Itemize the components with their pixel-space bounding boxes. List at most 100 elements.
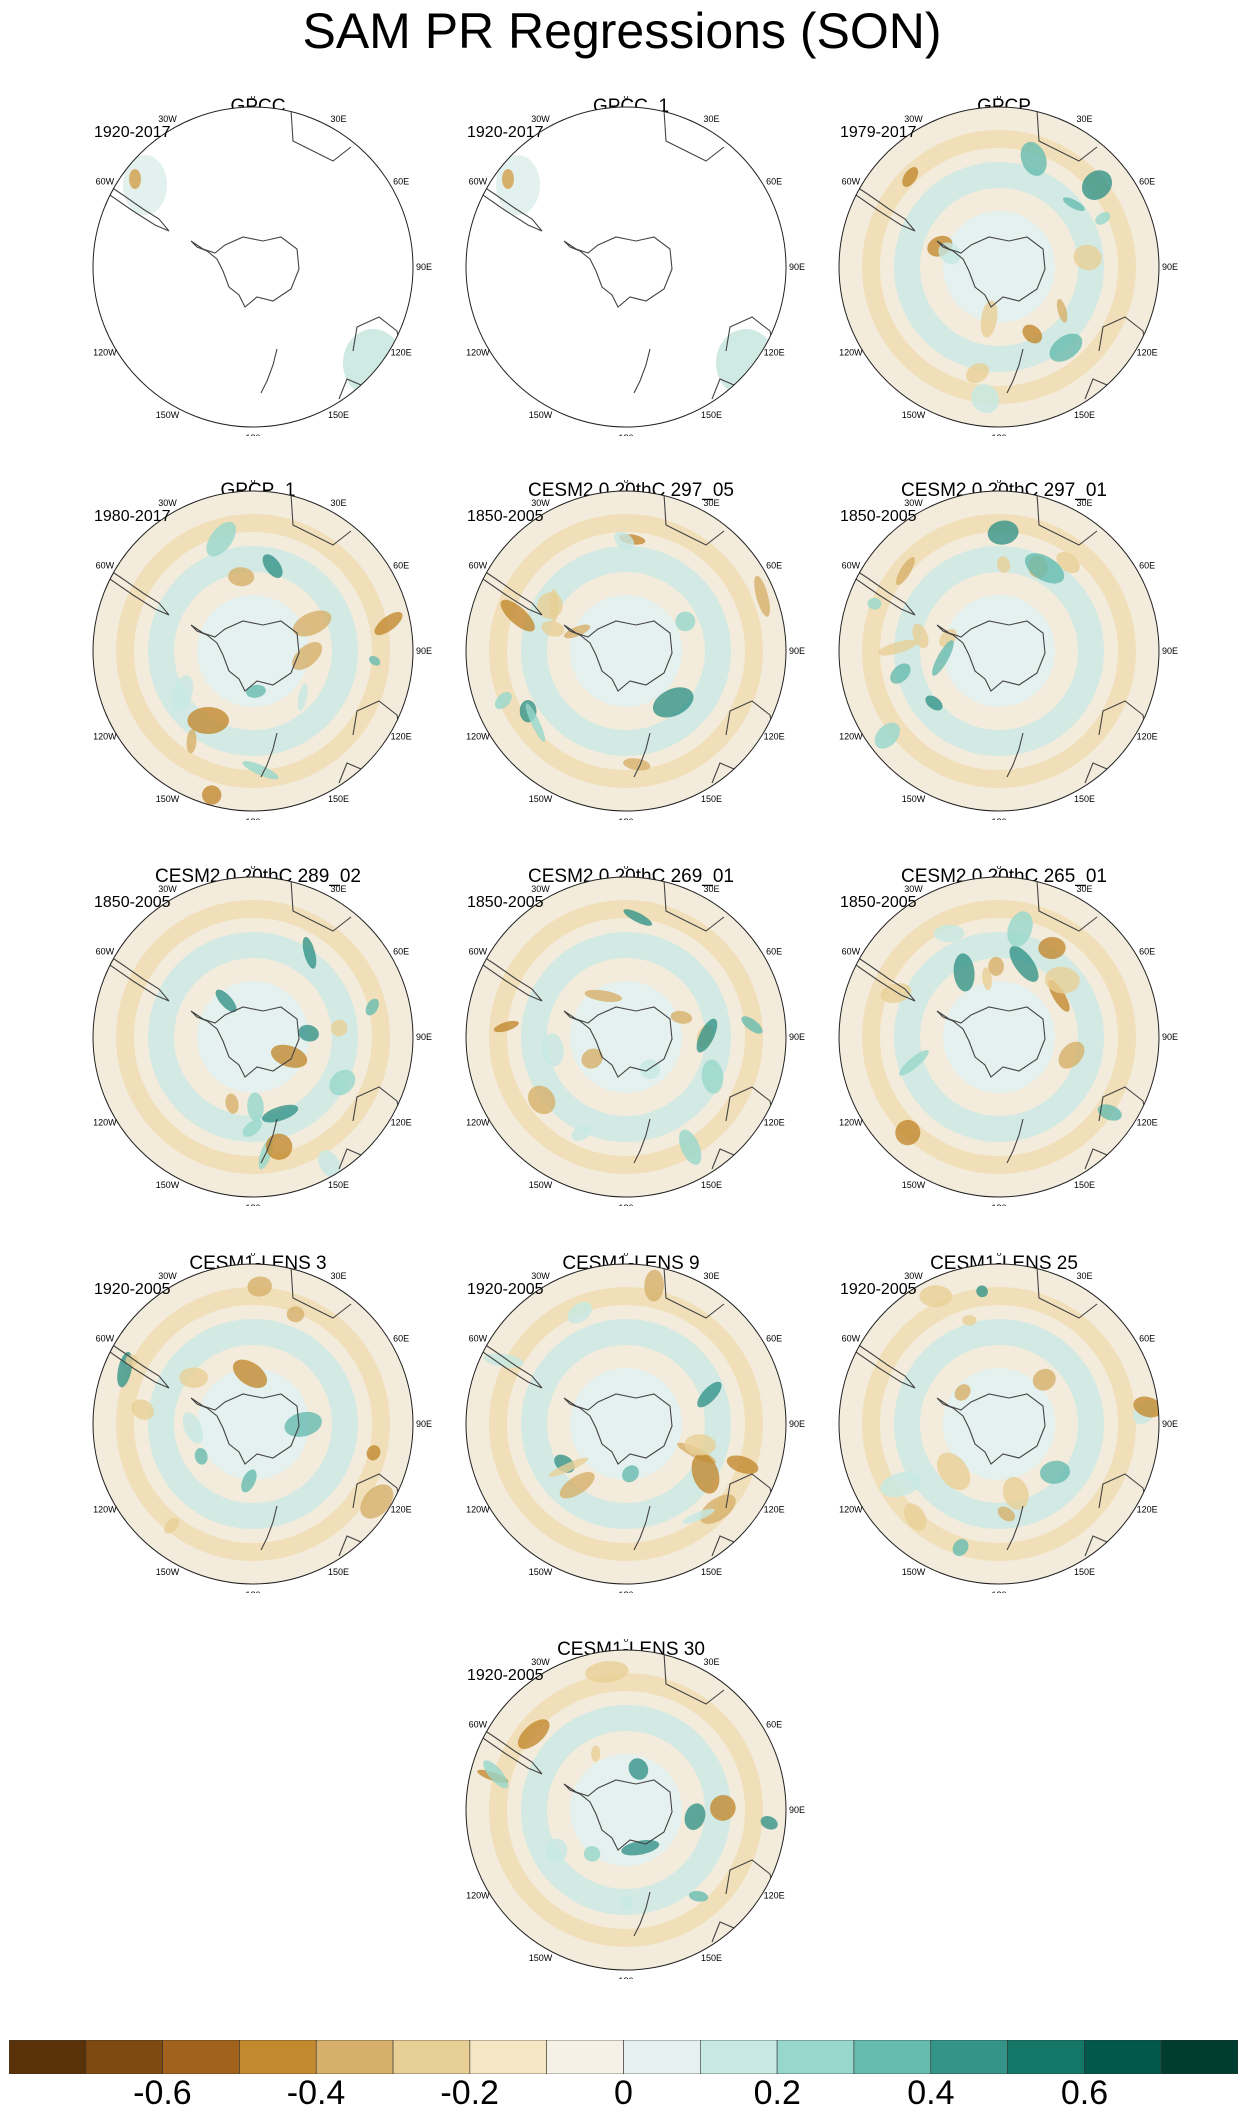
longitude-label: 60E bbox=[766, 561, 782, 571]
longitude-label: 90E bbox=[789, 262, 805, 272]
anomaly-patch bbox=[292, 610, 332, 637]
longitude-label: 60E bbox=[766, 1720, 782, 1730]
anomaly-ring bbox=[148, 1319, 358, 1529]
anomaly-patch bbox=[1056, 551, 1080, 574]
panel-period: 1850-2005 bbox=[94, 894, 171, 911]
colorbar-tick-label: 0.2 bbox=[753, 2074, 801, 2112]
coastline bbox=[1006, 1505, 1024, 1551]
longitude-label: 60W bbox=[469, 947, 488, 957]
coastline bbox=[839, 944, 916, 1002]
colorbar-swatch bbox=[8, 2039, 87, 2075]
coastline bbox=[633, 1891, 651, 1937]
anomaly-patch bbox=[903, 1503, 927, 1531]
anomaly-patch bbox=[265, 1133, 293, 1160]
map-boundary bbox=[465, 1649, 787, 1971]
map-boundary bbox=[465, 876, 787, 1198]
figure-title: SAM PR Regressions (SON) bbox=[302, 3, 942, 59]
anomaly-patch bbox=[525, 703, 546, 742]
anomaly-patch bbox=[1081, 170, 1113, 200]
panel-period: 1980-2017 bbox=[94, 508, 171, 525]
panel-period: 1850-2005 bbox=[467, 508, 544, 525]
anomaly-patch bbox=[684, 1803, 706, 1830]
longitude-label: 90E bbox=[1162, 262, 1178, 272]
longitude-label: 0 bbox=[996, 96, 1001, 101]
anomaly-patch bbox=[247, 1092, 264, 1121]
anomaly-patch bbox=[292, 642, 323, 670]
longitude-label: 60W bbox=[842, 561, 861, 571]
panel-title: CESM2.0 20thC 289_02 bbox=[155, 866, 361, 887]
anomaly-patch bbox=[241, 1469, 257, 1493]
panel-period: 1850-2005 bbox=[840, 894, 917, 911]
polar-map: 030E60E90E120E150E180150W120W90W60W30W bbox=[92, 866, 432, 1206]
colorbar bbox=[8, 2039, 1239, 2075]
coastline bbox=[936, 1393, 1046, 1465]
longitude-label: 60E bbox=[393, 177, 409, 187]
polar-map: 030E60E90E120E150E180150W120W90W60W30W bbox=[838, 480, 1178, 820]
coastline bbox=[663, 1266, 725, 1319]
anomaly-patch bbox=[644, 1269, 664, 1302]
map-panel: CESM1-LENS 9030E60E90E120E150E180150W120… bbox=[465, 1253, 837, 1593]
longitude-label: 150W bbox=[529, 1567, 553, 1577]
anomaly-patch bbox=[614, 531, 635, 550]
longitude-label: 90E bbox=[416, 1032, 432, 1042]
anomaly-ring bbox=[521, 1319, 731, 1529]
colorbar-tick-label: -0.6 bbox=[133, 2074, 192, 2112]
anomaly-patch bbox=[123, 155, 167, 215]
anomaly-patch bbox=[996, 556, 1011, 573]
panel-period: 1850-2005 bbox=[467, 894, 544, 911]
anomaly-patch bbox=[270, 1044, 308, 1068]
anomaly-patch bbox=[691, 1453, 720, 1494]
longitude-label: 120W bbox=[839, 1118, 863, 1128]
colorbar-tick-label: -0.2 bbox=[440, 2074, 499, 2112]
longitude-label: 150E bbox=[328, 1567, 349, 1577]
anomaly-patch bbox=[1063, 197, 1085, 211]
anomaly-patch bbox=[247, 1276, 272, 1297]
coastline bbox=[936, 1006, 1046, 1078]
anomaly-patch bbox=[741, 1016, 763, 1034]
anomaly-patch bbox=[318, 1150, 341, 1178]
longitude-label: 30W bbox=[904, 884, 923, 894]
longitude-label: 60W bbox=[469, 561, 488, 571]
longitude-label: 60W bbox=[96, 947, 115, 957]
coastline bbox=[663, 109, 725, 162]
anomaly-patch bbox=[517, 1719, 550, 1749]
colorbar-swatch bbox=[700, 2039, 778, 2075]
longitude-label: 120W bbox=[839, 348, 863, 358]
longitude-label: 60W bbox=[96, 177, 115, 187]
longitude-label: 120W bbox=[466, 1505, 490, 1515]
coastline bbox=[633, 732, 651, 778]
anomaly-patch bbox=[933, 924, 965, 943]
longitude-label: 150W bbox=[902, 410, 926, 420]
anomaly-ring bbox=[862, 1287, 1136, 1561]
longitude-label: 150E bbox=[701, 794, 722, 804]
longitude-label: 60E bbox=[393, 947, 409, 957]
map-boundary bbox=[92, 876, 414, 1198]
anomaly-patch bbox=[620, 1896, 634, 1910]
longitude-label: 120W bbox=[466, 1891, 490, 1901]
map-boundary bbox=[838, 490, 1160, 812]
anomaly-patch bbox=[286, 1306, 305, 1323]
longitude-label: 180 bbox=[245, 1203, 260, 1206]
longitude-label: 180 bbox=[245, 817, 260, 820]
map-boundary bbox=[465, 490, 787, 812]
colorbar-swatch bbox=[776, 2039, 855, 2075]
anomaly-ring bbox=[489, 1673, 763, 1947]
coastline bbox=[1006, 1118, 1024, 1164]
map-boundary bbox=[838, 1263, 1160, 1585]
longitude-label: 30E bbox=[1076, 114, 1092, 124]
anomaly-patch bbox=[982, 967, 992, 991]
panel-period: 1920-2005 bbox=[467, 1667, 544, 1684]
coastline bbox=[563, 236, 673, 308]
longitude-label: 0 bbox=[996, 480, 1001, 485]
coastline bbox=[563, 620, 673, 692]
longitude-label: 120W bbox=[466, 732, 490, 742]
longitude-label: 120W bbox=[839, 1505, 863, 1515]
polar-map: 030E60E90E120E150E180150W120W90W60W30W bbox=[92, 96, 432, 436]
colorbar-swatch bbox=[1084, 2039, 1162, 2075]
anomaly-patch bbox=[874, 722, 900, 749]
anomaly-patch bbox=[877, 640, 918, 656]
longitude-label: 0 bbox=[250, 866, 255, 871]
longitude-label: 150W bbox=[156, 1180, 180, 1190]
colorbar-swatch bbox=[85, 2039, 163, 2075]
anomaly-patch bbox=[563, 624, 591, 639]
